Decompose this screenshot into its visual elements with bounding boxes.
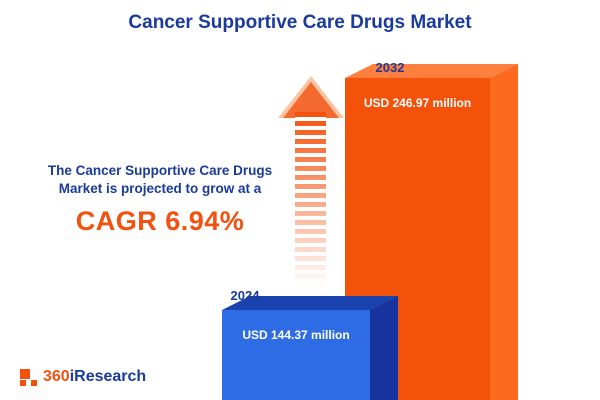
growth-arrow-fade xyxy=(295,112,326,287)
bar-2032-top xyxy=(345,64,518,78)
growth-arrow-shaft xyxy=(295,112,326,287)
logo-squares-icon xyxy=(20,368,37,386)
brand-logo: 360iResearch xyxy=(20,368,146,386)
projection-annotation: The Cancer Supportive Care Drugs Market … xyxy=(15,162,305,237)
value-label-2032: USD 246.97 million xyxy=(363,96,472,110)
value-label-2024: USD 144.37 million xyxy=(242,328,350,342)
bar-2024-side xyxy=(370,296,398,400)
bar-2032-side xyxy=(490,64,518,400)
logo-text-prefix: 360 xyxy=(43,368,70,385)
annotation-line-2: Market is projected to grow at a xyxy=(58,181,262,197)
logo-text-suffix: iResearch xyxy=(69,368,147,385)
cagr-value: CAGR 6.94% xyxy=(75,206,245,237)
logo-text: 360iResearch xyxy=(43,368,146,386)
annotation-line-1: The Cancer Supportive Care Drugs xyxy=(47,163,273,178)
page-title: Cancer Supportive Care Drugs Market xyxy=(128,12,472,33)
bar-2024-front xyxy=(222,310,370,400)
year-label-2032: 2032 xyxy=(375,60,405,75)
year-label-2024: 2024 xyxy=(230,288,260,303)
bar-2024-top xyxy=(222,296,398,310)
